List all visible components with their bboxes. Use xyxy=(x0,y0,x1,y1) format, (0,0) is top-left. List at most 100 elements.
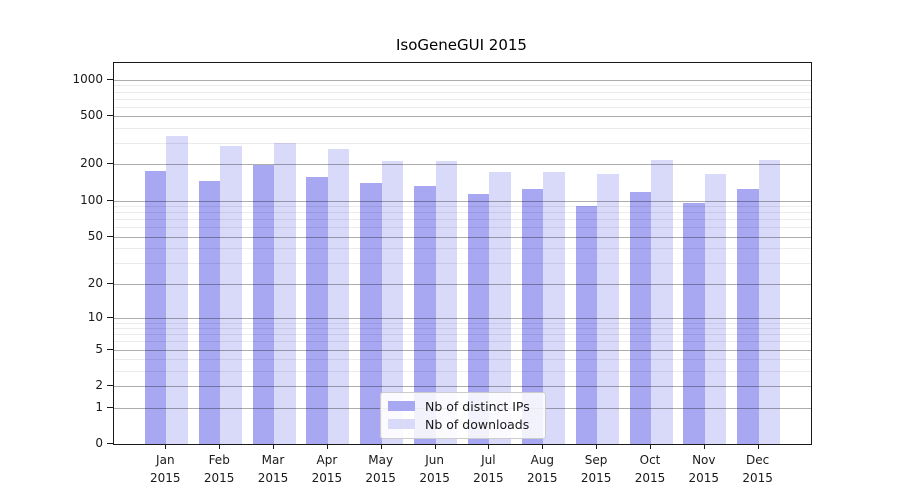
y-tick-mark-10 xyxy=(107,316,113,318)
x-tick-label-feb: Feb 2015 xyxy=(189,451,249,487)
legend-label-distinct-ips: Nb of distinct IPs xyxy=(425,398,530,414)
x-tick-label-month: Sep xyxy=(584,453,608,467)
x-tick-mark-mar xyxy=(273,444,274,449)
x-tick-label-mar: Mar 2015 xyxy=(243,451,303,487)
x-tick-label-jan: Jan 2015 xyxy=(135,451,195,487)
minor-gridline-600 xyxy=(114,106,811,108)
x-tick-label-year: 2015 xyxy=(203,471,235,485)
bar-distinct-ips-nov xyxy=(683,203,705,444)
x-tick-mark-apr xyxy=(326,444,328,449)
x-tick-mark-jan xyxy=(165,444,167,449)
x-tick-label-year: 2015 xyxy=(527,471,558,485)
x-tick-mark-feb xyxy=(219,444,221,449)
minor-gridline-30 xyxy=(114,262,811,264)
y-tick-label-0: 0 xyxy=(95,436,103,450)
bar-downloads-jan xyxy=(166,136,188,444)
bar-distinct-ips-apr xyxy=(306,177,328,444)
x-tick-label-year: 2015 xyxy=(473,471,504,485)
legend: Nb of distinct IPs Nb of downloads xyxy=(380,392,546,439)
major-gridline-1000 xyxy=(114,79,811,81)
bar-downloads-apr xyxy=(327,148,350,444)
x-tick-label-jun: Jun 2015 xyxy=(405,451,465,487)
y-tick-mark-50 xyxy=(107,235,113,237)
minor-gridline-90 xyxy=(114,206,811,208)
major-gridline-10 xyxy=(114,317,811,319)
grid-layer xyxy=(114,63,811,444)
minor-gridline-800 xyxy=(114,91,811,93)
bar-downloads-dec xyxy=(758,159,781,444)
x-tick-label-oct: Oct 2015 xyxy=(620,451,680,487)
x-tick-label-month: Nov xyxy=(692,453,716,467)
major-gridline-2 xyxy=(114,386,811,388)
minor-gridline-900 xyxy=(114,85,811,87)
bar-distinct-ips-oct xyxy=(629,192,651,444)
minor-gridline-8 xyxy=(114,328,811,330)
x-tick-label-nov: Nov 2015 xyxy=(674,451,734,487)
y-tick-label-1000: 1000 xyxy=(72,71,103,86)
x-tick-label-apr: Apr 2015 xyxy=(297,451,357,487)
x-tick-mark-oct xyxy=(650,444,651,449)
x-tick-mark-may xyxy=(380,444,382,449)
x-tick-label-month: Mar xyxy=(261,453,285,467)
y-tick-mark-20 xyxy=(107,282,113,284)
legend-label-downloads: Nb of downloads xyxy=(425,416,530,432)
x-tick-label-month: Oct xyxy=(639,453,661,467)
x-tick-label-sep: Sep 2015 xyxy=(566,451,626,487)
bar-downloads-nov xyxy=(704,173,727,444)
x-tick-label-jul: Jul 2015 xyxy=(458,451,518,487)
minor-gridline-6 xyxy=(114,341,811,343)
major-gridline-50 xyxy=(114,236,811,238)
minor-gridline-40 xyxy=(114,248,811,250)
x-tick-label-year: 2015 xyxy=(150,471,181,485)
y-tick-label-200: 200 xyxy=(80,156,103,171)
minor-gridline-4 xyxy=(114,359,811,361)
minor-gridline-300 xyxy=(114,143,811,145)
x-tick-mark-dec xyxy=(757,444,759,449)
y-tick-mark-500 xyxy=(107,115,113,117)
y-tick-label-500: 500 xyxy=(80,108,103,123)
y-tick-mark-2 xyxy=(107,385,113,387)
bar-distinct-ips-sep xyxy=(575,206,598,444)
x-tick-label-month: Apr xyxy=(316,453,338,467)
bars-layer xyxy=(114,63,811,444)
x-tick-label-month: May xyxy=(368,453,394,467)
x-tick-label-year: 2015 xyxy=(365,471,396,485)
x-tick-label-may: May 2015 xyxy=(351,451,411,487)
bar-downloads-aug xyxy=(543,171,565,444)
y-tick-label-1: 1 xyxy=(95,399,103,414)
minor-gridline-3 xyxy=(114,370,811,372)
legend-item-downloads: Nb of downloads xyxy=(388,415,536,433)
y-tick-mark-0 xyxy=(107,443,113,444)
legend-swatch-distinct-ips xyxy=(388,401,415,411)
x-tick-label-month: Jan xyxy=(156,453,175,467)
plot-area: Nb of distinct IPs Nb of downloads xyxy=(113,62,812,445)
bar-distinct-ips-feb xyxy=(198,181,221,444)
y-tick-label-100: 100 xyxy=(80,192,103,207)
minor-gridline-400 xyxy=(114,127,811,129)
y-tick-mark-200 xyxy=(107,163,113,165)
bar-distinct-ips-jan xyxy=(144,171,167,444)
x-tick-mark-aug xyxy=(542,444,544,449)
minor-gridline-60 xyxy=(114,227,811,229)
major-gridline-20 xyxy=(114,283,811,285)
bar-distinct-ips-dec xyxy=(737,188,759,444)
x-tick-label-year: 2015 xyxy=(419,471,450,485)
x-tick-mark-sep xyxy=(596,444,598,449)
y-tick-label-2: 2 xyxy=(95,378,103,393)
major-gridline-200 xyxy=(114,164,811,166)
x-tick-label-month: Aug xyxy=(530,453,555,467)
legend-swatch-downloads xyxy=(388,419,415,429)
x-tick-label-month: Feb xyxy=(208,453,230,467)
x-tick-mark-jul xyxy=(488,444,490,449)
bar-distinct-ips-mar xyxy=(252,164,274,444)
y-tick-label-10: 10 xyxy=(87,309,103,324)
major-gridline-5 xyxy=(114,349,811,351)
x-tick-label-month: Jul xyxy=(481,453,496,467)
minor-gridline-70 xyxy=(114,219,811,221)
x-tick-label-month: Jun xyxy=(425,453,444,467)
x-tick-label-aug: Aug 2015 xyxy=(512,451,572,487)
y-tick-mark-5 xyxy=(107,348,113,350)
y-tick-label-50: 50 xyxy=(87,228,103,243)
y-tick-label-20: 20 xyxy=(87,275,103,290)
bar-downloads-mar xyxy=(274,143,296,444)
